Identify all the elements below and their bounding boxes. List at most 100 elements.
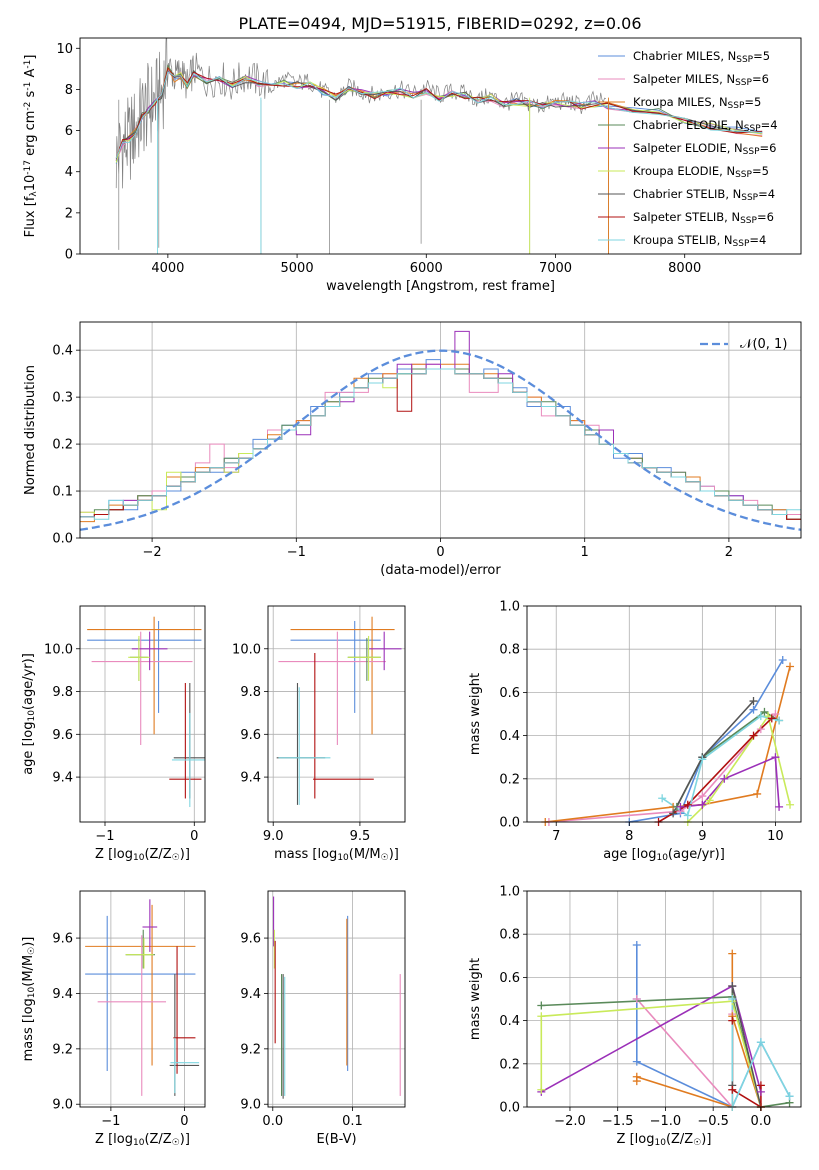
weight-marker — [683, 800, 692, 809]
x-axis-label: age [log10(age/yr)] — [603, 847, 725, 863]
weight-marker — [728, 1085, 737, 1094]
y-tick-label: 0.6 — [499, 686, 520, 701]
x-tick-label: −1.0 — [650, 1114, 682, 1129]
label-part: =4 — [758, 187, 775, 201]
axes-frame — [79, 605, 206, 823]
x-axis-label: Z [log10(Z/Z☉)] — [95, 847, 190, 863]
weight-marker — [728, 1016, 737, 1025]
x-axis-label: wavelength [Angstrom, rest frame] — [326, 279, 555, 294]
x-tick-label: −2 — [143, 545, 162, 560]
y-axis-label: mass [log10(M/M☉)] — [21, 937, 37, 1062]
label-part: 10 — [133, 1138, 145, 1148]
y-tick-label: 9.2 — [52, 1042, 73, 1057]
y-tick-label: 4 — [65, 165, 73, 180]
label-part: ☉ — [172, 853, 180, 863]
label-part: (Z/Z — [144, 1132, 171, 1147]
y-tick-label: 0.3 — [52, 391, 73, 406]
weight-line — [687, 714, 791, 822]
label-part: ] — [23, 55, 38, 60]
label-part: ☉ — [693, 1138, 701, 1148]
y-tick-label: 0.0 — [499, 816, 520, 831]
y-tick-label: 9.6 — [52, 932, 73, 947]
plot-area-residuals — [80, 330, 801, 531]
label-part: ☉ — [172, 1138, 180, 1148]
label-part: SSP — [744, 124, 761, 134]
label-part: Chabrier MILES, N — [633, 49, 736, 63]
weight-marker — [698, 755, 707, 764]
weight-marker — [698, 800, 707, 809]
label-part: )] — [180, 847, 190, 862]
x-tick-label: 1 — [581, 545, 589, 560]
axes-frame — [267, 605, 406, 823]
weight-marker — [749, 705, 758, 714]
y-axis-label: Flux [fλ10-17 erg cm-2 s-1 A-1] — [23, 55, 39, 238]
label-part: Z [log — [95, 847, 133, 862]
x-tick-label: 6000 — [410, 261, 443, 276]
y-tick-label: 9.4 — [52, 771, 73, 786]
label-part: Salpeter MILES, N — [633, 72, 735, 86]
model-line — [115, 71, 763, 159]
x-tick-label: 2 — [725, 545, 733, 560]
y-tick-label: 8 — [65, 83, 73, 98]
weight-line — [731, 999, 791, 1107]
x-tick-label: −1 — [101, 1114, 120, 1129]
weight-marker — [760, 707, 769, 716]
legend-label: Salpeter STELIB, NSSP=6 — [633, 210, 774, 226]
plot-area-spectrum — [115, 38, 763, 254]
plot-area-weight_vs_age — [545, 659, 791, 822]
model-line — [115, 69, 763, 161]
label-part: -2 — [23, 102, 33, 111]
label-part: λ — [29, 191, 39, 197]
axes-frame — [526, 605, 802, 823]
weight-line — [629, 659, 784, 822]
x-tick-label: 10 — [767, 829, 784, 844]
y-tick-label: 0.0 — [52, 532, 73, 547]
weight-marker — [756, 712, 765, 721]
x-tick-label: 7 — [552, 829, 560, 844]
label-part: mass [log — [274, 847, 337, 862]
label-part: age [log — [603, 847, 656, 862]
y-tick-label: 0 — [65, 248, 73, 263]
x-tick-label: 9.5 — [350, 829, 371, 844]
weight-marker — [749, 697, 758, 706]
x-tick-label: −2.0 — [554, 1114, 586, 1129]
x-tick-label: 0 — [180, 1114, 188, 1129]
y-axis-label: mass weight — [468, 673, 483, 755]
weight-marker — [632, 941, 641, 949]
label-part: (Z/Z — [144, 847, 171, 862]
label-part: A — [23, 69, 38, 82]
label-part: (age/yr)] — [21, 653, 36, 710]
label-part: Kroupa MILES, N — [633, 95, 728, 109]
label-part: =4 — [761, 118, 778, 132]
label-part: =5 — [744, 95, 761, 109]
weight-marker — [537, 1001, 546, 1010]
x-tick-label: 8 — [625, 829, 633, 844]
weight-marker — [778, 656, 787, 664]
y-tick-label: 9.8 — [240, 685, 261, 700]
legend-label: Chabrier ELODIE, NSSP=4 — [633, 118, 778, 134]
y-tick-label: 9.8 — [52, 685, 73, 700]
panel-age_vs_mass: 9.0 9.5 9.4 9.6 9.8 10.0 mass [log10(M/M☉)] — [232, 605, 406, 863]
label-part: E(B-V) — [316, 1132, 356, 1147]
label-part: -1 — [23, 82, 33, 91]
x-tick-label: 9 — [698, 829, 706, 844]
label-part: )] — [180, 1132, 190, 1147]
y-tick-label: 9.2 — [240, 1042, 261, 1057]
y-tick-label: 10 — [56, 42, 73, 57]
label-part: 10 — [23, 175, 38, 192]
y-tick-label: 1.0 — [499, 600, 520, 615]
y-tick-label: 9.6 — [240, 728, 261, 743]
weight-marker — [756, 1081, 765, 1090]
weight-marker — [728, 949, 737, 958]
y-tick-label: 9.6 — [240, 932, 261, 947]
x-tick-label: −1 — [95, 829, 114, 844]
x-tick-label: 0.0 — [262, 1114, 283, 1129]
label-part: Kroupa STELIB, N — [633, 233, 733, 247]
weight-marker — [537, 1085, 546, 1094]
weight-marker — [658, 794, 667, 803]
weight-marker — [749, 731, 758, 740]
x-axis-label: Z [log10(Z/Z☉)] — [617, 1132, 712, 1148]
legend-label: Chabrier MILES, NSSP=5 — [633, 49, 770, 65]
panel-age_vs_Z: −1 09.49.69.810.0Z [log10(Z/Z☉)]age [log1… — [21, 605, 206, 863]
